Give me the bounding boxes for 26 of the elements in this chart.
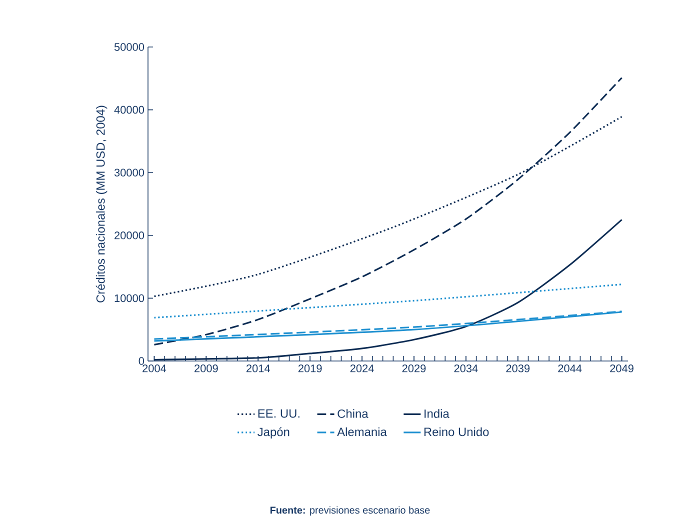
x-tick-label: 2014: [246, 364, 270, 372]
legend-label: India: [424, 409, 450, 418]
y-tick-label: 40000: [114, 106, 144, 114]
line-series: [153, 218, 623, 361]
y-tick-label: 50000: [114, 43, 144, 51]
x-tick-label: 2029: [402, 364, 426, 372]
legend-label: EE. UU.: [258, 409, 300, 418]
y-axis-title: Créditos nacionales (MM USD, 2004): [96, 106, 108, 302]
line-series: [153, 76, 623, 346]
y-tick-label: 30000: [114, 168, 144, 176]
x-tick-label: 2034: [454, 364, 478, 372]
legend-label: Japón: [258, 427, 290, 439]
x-tick-label: 2024: [350, 364, 374, 372]
y-tick-label: 10000: [114, 294, 144, 302]
y-tick-label: 20000: [114, 232, 144, 240]
y-tick-label: 0: [138, 357, 144, 365]
x-tick-label: 2009: [194, 364, 218, 372]
x-tick-label: 2044: [558, 364, 582, 372]
text: Fuente: previsiones escenario base: [270, 506, 430, 516]
legend-label: Reino Unido: [424, 427, 489, 436]
legend-label: Alemania: [337, 427, 387, 436]
x-tick-label: 2039: [506, 364, 530, 372]
x-tick-label: 2049: [610, 364, 634, 372]
x-tick-label: 2004: [142, 364, 166, 372]
legend-label: China: [338, 409, 368, 418]
x-tick-label: 2019: [298, 364, 322, 372]
